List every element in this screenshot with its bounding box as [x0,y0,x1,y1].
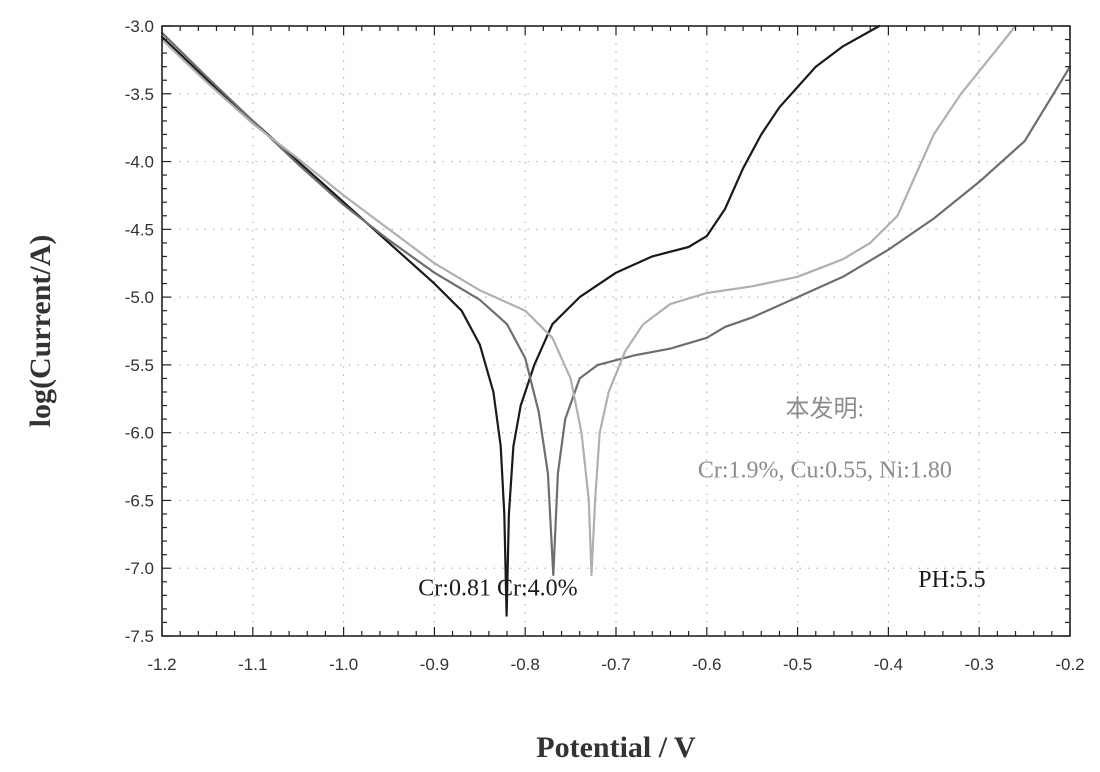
x-tick-label: -0.9 [420,655,449,674]
series-line-2 [160,31,1072,577]
x-axis-title: Potential / V [536,731,696,764]
annotation-1: 本发明: [786,395,865,422]
x-tick-label: -1.0 [329,655,358,674]
y-tick-labels: -3.0 -3.5 -4.0 -4.5 -5.0 -5.5 -6.0 -6.5 -7.0 -7.5 [125,17,154,646]
x-tick-label: -0.7 [601,655,630,674]
series-line-1 [160,24,881,617]
x-tick-label: -0.8 [511,655,540,674]
y-tick-label: -3.0 [125,17,154,36]
x-tick-label: -0.6 [692,655,721,674]
y-axis-title: log(Current/A) [24,235,57,428]
y-tick-label: -3.5 [125,85,154,104]
y-tick-label: -5.0 [125,288,154,307]
x-tick-label: -1.1 [238,655,267,674]
y-tick-label: -4.5 [125,220,154,239]
ticks [161,25,1071,637]
annotations: 本发明: Cr:1.9%, Cu:0.55, Ni:1.80 Cr:0.81 Cr:… [418,395,985,601]
x-tick-labels: -1.2 -1.1 -1.0 -0.9 -0.8 -0.7 -0.6 -0.5 -0.4 -0.3… [147,655,1084,674]
y-tick-label: -6.5 [125,491,154,510]
annotation-4: PH:5.5 [918,567,985,593]
y-tick-label: -7.0 [125,559,154,578]
y-tick-label: -7.5 [125,627,154,646]
x-tick-label: -1.2 [147,655,176,674]
series-line-3 [160,24,1017,577]
x-tick-label: -0.4 [874,655,903,674]
x-tick-label: -0.2 [1055,655,1084,674]
series-group [160,24,1072,617]
grid [162,26,1070,636]
y-tick-label: -5.5 [125,356,154,375]
y-tick-label: -4.0 [125,153,154,172]
x-tick-label: -0.3 [965,655,994,674]
annotation-2: Cr:1.9%, Cu:0.55, Ni:1.80 [698,457,952,483]
annotation-3: Cr:0.81 Cr:4.0% [418,575,577,601]
y-tick-label: -6.0 [125,424,154,443]
x-tick-label: -0.5 [783,655,812,674]
